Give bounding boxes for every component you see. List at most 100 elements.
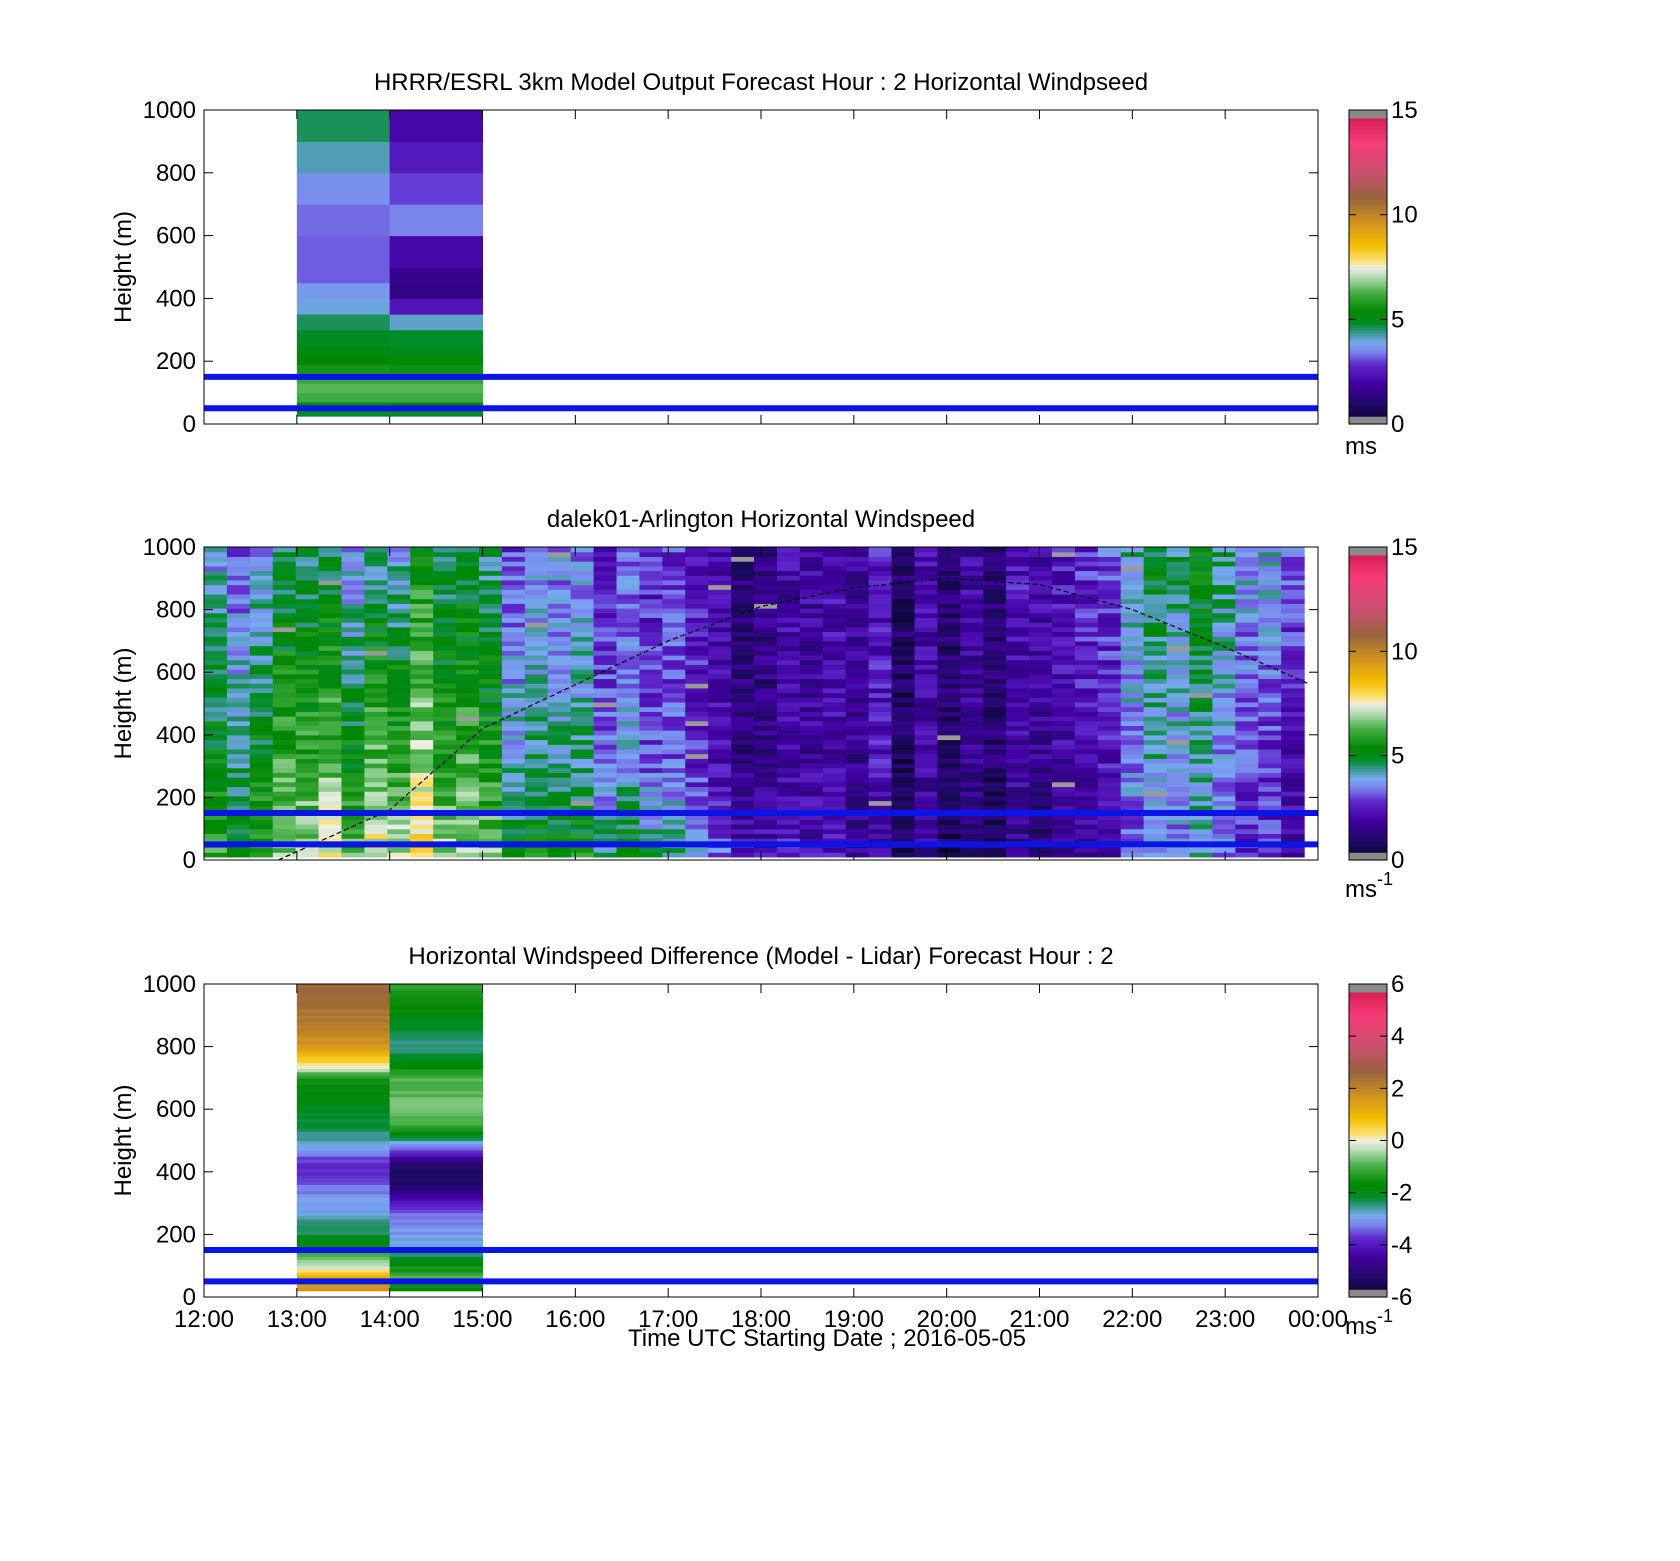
heatmap-cell [937,603,961,609]
heatmap-cell [1189,838,1214,844]
heatmap-cell [731,748,755,755]
heatmap-cell [410,692,434,698]
heatmap-cell [1120,772,1145,778]
colorbar-segment [1349,997,1387,1001]
heatmap-cell [868,579,893,586]
heatmap-cell [1235,824,1259,830]
heatmap-cell [547,650,572,656]
heatmap-cell [456,819,480,825]
heatmap-cell [845,678,870,684]
heatmap-cell [389,1090,483,1095]
heatmap-cell [891,570,916,576]
heatmap-cell [1051,744,1076,750]
heatmap-cell [1212,791,1236,797]
heatmap-cell [776,819,801,825]
heatmap-cell [1074,762,1099,769]
heatmap-cell [1235,814,1259,820]
heatmap-cell [914,767,938,773]
heatmap-cell [1006,753,1030,759]
heatmap-cell [226,561,251,567]
heatmap-cell [249,617,274,623]
heatmap-cell [204,791,228,797]
heatmap-cell [524,673,549,680]
heatmap-cell [249,838,274,844]
heatmap-cell [845,833,870,839]
heatmap-cell [685,824,709,830]
heatmap-cell [1166,608,1191,614]
heatmap-cell [1097,711,1122,717]
colorbar-segment [1349,1255,1387,1259]
heatmap-cell [1212,659,1236,665]
colorbar-segment [1349,591,1387,595]
heatmap-cell [249,762,274,769]
heatmap-cell [1006,561,1030,567]
heatmap-cell [1258,772,1282,778]
heatmap-cell [296,1115,391,1120]
heatmap-cell [226,589,251,595]
heatmap-cell [776,579,801,586]
colorbar-segment [1349,1223,1387,1228]
heatmap-cell [433,612,457,619]
heatmap-cell [822,791,847,797]
heatmap-cell [868,725,893,731]
heatmap-cell [708,547,732,553]
heatmap-cell [754,828,778,834]
heatmap-cell [1074,575,1099,581]
heatmap-cell [1120,589,1145,595]
heatmap-cell [776,664,801,670]
heatmap-cell [433,570,457,576]
heatmap-cell [868,687,893,694]
heatmap-cell [524,744,549,750]
colorbar-segment [1349,643,1387,647]
heatmap-cell [389,1218,483,1223]
heatmap-cell [387,697,411,703]
colorbar-segment [1349,408,1387,412]
heatmap-cell [479,650,503,656]
heatmap-cell [272,608,297,614]
heatmap-cell [1051,556,1076,562]
heatmap-cell [1258,579,1282,586]
y-tick-label: 800 [156,1034,196,1061]
heatmap-cell [524,617,549,623]
heatmap-cell [272,800,297,806]
heatmap-cell [433,772,457,778]
heatmap-cell [1281,551,1305,557]
heatmap-cell [295,617,320,623]
heatmap-cell [524,711,549,717]
heatmap-cell [1281,598,1305,604]
heatmap-cell [318,767,343,773]
heatmap-cell [204,762,228,769]
heatmap-cell [868,753,893,759]
heatmap-cell [937,570,961,576]
heatmap-cell [410,608,434,614]
heatmap-cell [387,617,411,623]
heatmap-cell [960,692,984,698]
heatmap-cell [708,730,732,736]
heatmap-cell [960,547,984,553]
heatmap-cell [1051,589,1076,595]
heatmap-cell [1166,640,1191,647]
heatmap-cell [754,683,778,689]
heatmap-cell [685,838,709,844]
heatmap-cell [1258,833,1282,839]
heatmap-cell [1051,716,1076,722]
heatmap-cell [389,1265,483,1270]
heatmap-cell [433,800,457,806]
heatmap-cell [389,1081,483,1085]
heatmap-cell [1097,612,1122,619]
heatmap-cell [1189,805,1214,811]
heatmap-cell [272,622,297,628]
heatmap-cell [524,734,549,741]
heatmap-cell [822,716,847,722]
heatmap-cell [983,795,1007,802]
heatmap-cell [501,838,526,844]
heatmap-cell [799,791,824,797]
heatmap-cell [1235,697,1259,703]
heatmap-cell [868,706,893,712]
heatmap-cell [341,781,366,788]
heatmap-cell [295,673,320,680]
heatmap-cell [341,584,366,590]
heatmap-cell [570,636,595,642]
heatmap-cell [296,1034,391,1038]
heatmap-cell [410,579,434,586]
